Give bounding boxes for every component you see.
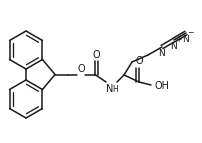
Text: −: − <box>186 28 192 37</box>
Text: N: N <box>182 35 188 44</box>
Text: O: O <box>77 63 84 74</box>
Text: O: O <box>135 56 142 66</box>
Text: N: N <box>158 49 165 58</box>
Text: +: + <box>174 35 180 44</box>
Text: OH: OH <box>154 81 169 91</box>
Text: N: N <box>106 84 113 94</box>
Text: H: H <box>112 85 117 94</box>
Text: O: O <box>92 50 100 60</box>
Text: N: N <box>170 42 177 51</box>
